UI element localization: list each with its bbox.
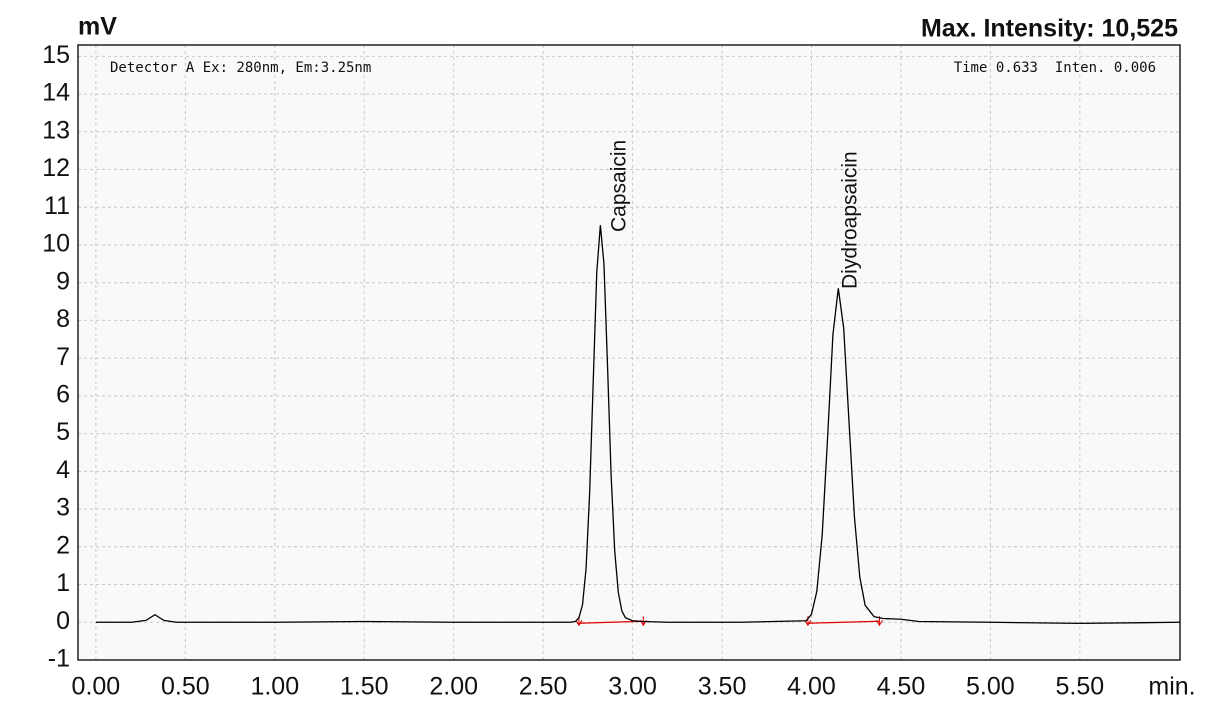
x-tick-label: 3.50: [698, 673, 747, 701]
y-tick-label: 1: [56, 569, 70, 597]
integration-baseline: [807, 620, 880, 624]
x-tick-label: 0.50: [161, 673, 210, 701]
x-tick-label: 4.00: [787, 673, 836, 701]
y-tick-label: 11: [44, 192, 70, 220]
peak-annotation: Capsaicin: [608, 140, 631, 232]
x-tick-label: 5.00: [966, 673, 1015, 701]
x-tick-label: 2.00: [429, 673, 478, 701]
y-tick-label: -1: [48, 645, 70, 673]
x-tick-label: 1.00: [250, 673, 299, 701]
y-tick-label: 9: [56, 267, 70, 295]
y-axis-label: mV: [78, 13, 117, 41]
peak-annotation: Diydroapsaicin: [839, 151, 862, 289]
y-tick-label: 8: [56, 305, 70, 333]
y-tick-label: 15: [42, 41, 70, 69]
plot-background: [78, 45, 1180, 660]
y-tick-label: 7: [56, 343, 70, 371]
x-tick-label: 4.50: [877, 673, 926, 701]
grid: [78, 45, 1180, 661]
cursor-info: Time 0.633 Inten. 0.006: [954, 60, 1156, 76]
y-tick-label: 5: [56, 418, 70, 446]
y-tick-label: 10: [42, 230, 70, 258]
y-tick-label: 4: [56, 456, 70, 484]
integration-baseline: [578, 620, 644, 624]
y-tick-label: 13: [42, 116, 70, 144]
y-tick-label: 6: [56, 380, 70, 408]
y-tick-label: 0: [56, 607, 70, 635]
max-intensity: Max. Intensity: 10,525: [921, 15, 1178, 43]
detector-info: Detector A Ex: 280nm, Em:3.25nm: [110, 60, 371, 76]
y-tick-label: 12: [42, 154, 70, 182]
plot-frame: [77, 44, 1181, 661]
y-tick-label: 14: [42, 79, 70, 107]
x-tick-label: 3.00: [608, 673, 657, 701]
x-tick-label: 5.50: [1055, 673, 1104, 701]
x-tick-label: 2.50: [519, 673, 568, 701]
y-tick-label: 2: [56, 531, 70, 559]
x-tick-label: 1.50: [340, 673, 389, 701]
x-tick-label: 0.00: [72, 673, 121, 701]
y-tick-label: 3: [56, 494, 70, 522]
x-axis-label: min.: [1148, 673, 1195, 701]
chromatogram-trace: [95, 225, 1181, 625]
